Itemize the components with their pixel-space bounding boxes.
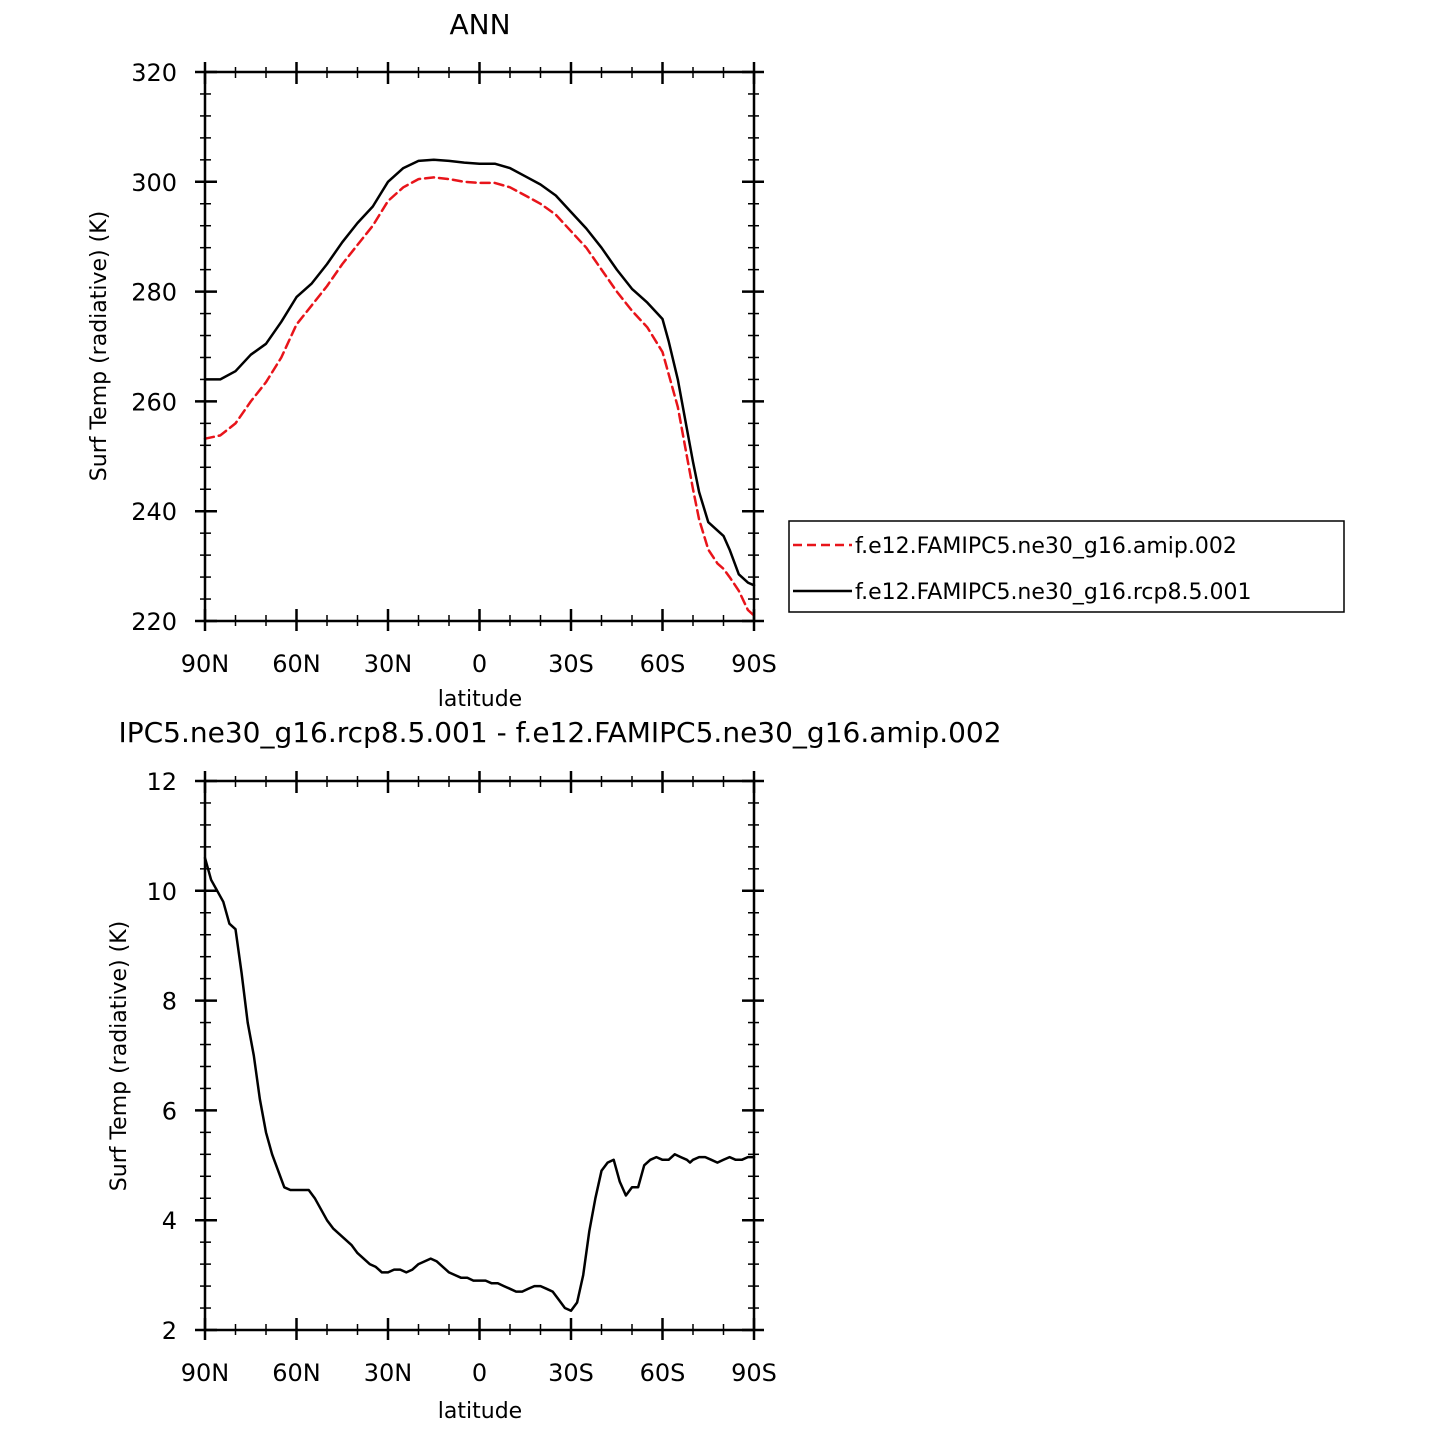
top-y-tick-label: 280 xyxy=(131,279,177,307)
top-y-tick-label: 260 xyxy=(131,388,177,416)
bottom-y-tick-label: 4 xyxy=(162,1207,177,1235)
bottom-plot-frame xyxy=(203,779,756,1332)
top-y-tick-label: 300 xyxy=(131,169,177,197)
top-series-line-1 xyxy=(203,158,756,587)
bottom-x-tick-label: 30N xyxy=(364,1359,413,1387)
bottom-y-tick-label: 12 xyxy=(146,768,177,796)
top-x-tick-label: 60N xyxy=(272,650,321,678)
bottom-y-axis-title: Surf Temp (radiative) (K) xyxy=(107,921,132,1191)
top-y-tick-label: 220 xyxy=(131,608,177,636)
legend-label-amip: f.e12.FAMIPC5.ne30_g16.amip.002 xyxy=(855,534,1237,559)
top-y-axis-title: Surf Temp (radiative) (K) xyxy=(87,211,112,481)
top-x-tick-label: 0 xyxy=(472,650,487,678)
bottom-x-tick-label: 60N xyxy=(272,1359,321,1387)
bottom-x-tick-label: 30S xyxy=(548,1359,594,1387)
bottom-x-tick-label: 60S xyxy=(640,1359,686,1387)
top-x-axis-title: latitude xyxy=(438,687,522,712)
bottom-y-tick-label: 8 xyxy=(162,988,177,1016)
bottom-y-tick-labels: 2 4 6 8 10 12 xyxy=(146,768,177,1345)
bottom-y-tick-label: 2 xyxy=(162,1317,177,1345)
top-y-tick-labels: 220 240 260 280 300 320 xyxy=(131,59,177,636)
legend: f.e12.FAMIPC5.ne30_g16.amip.002 f.e12.FA… xyxy=(788,520,1345,613)
bottom-series xyxy=(203,856,756,1313)
bottom-x-tick-labels: 90N 60N 30N 0 30S 60S 90S xyxy=(181,1359,777,1387)
bottom-ticks xyxy=(195,771,764,1340)
bottom-x-tick-label: 90N xyxy=(181,1359,230,1387)
bottom-x-axis-title: latitude xyxy=(438,1399,522,1424)
top-plot-frame xyxy=(203,70,756,623)
top-panel: ANN 90N 60N 30N 0 30S 60S 90S 220 240 260 280 300 3… xyxy=(87,8,1345,712)
top-x-tick-label: 60S xyxy=(640,650,686,678)
bottom-x-tick-label: 0 xyxy=(472,1359,487,1387)
top-y-tick-label: 240 xyxy=(131,498,177,526)
top-x-tick-labels: 90N 60N 30N 0 30S 60S 90S xyxy=(181,650,777,678)
legend-box xyxy=(788,520,1345,613)
top-chart-title: ANN xyxy=(449,8,510,41)
top-ticks xyxy=(195,62,764,631)
bottom-y-tick-label: 6 xyxy=(162,1097,177,1125)
top-x-tick-label: 90S xyxy=(731,650,777,678)
bottom-chart-title: IPC5.ne30_g16.rcp8.5.001 - f.e12.FAMIPC5… xyxy=(118,716,1001,749)
top-series-line-0 xyxy=(203,176,756,617)
top-y-tick-label: 320 xyxy=(131,59,177,87)
bottom-x-tick-label: 90S xyxy=(731,1359,777,1387)
top-series xyxy=(203,158,756,617)
top-x-tick-label: 30N xyxy=(364,650,413,678)
top-x-tick-label: 90N xyxy=(181,650,230,678)
legend-label-rcp: f.e12.FAMIPC5.ne30_g16.rcp8.5.001 xyxy=(855,580,1251,605)
bottom-series-line-0 xyxy=(203,856,756,1313)
top-x-tick-label: 30S xyxy=(548,650,594,678)
bottom-y-tick-label: 10 xyxy=(146,878,177,906)
bottom-panel: IPC5.ne30_g16.rcp8.5.001 - f.e12.FAMIPC5… xyxy=(107,716,1002,1424)
